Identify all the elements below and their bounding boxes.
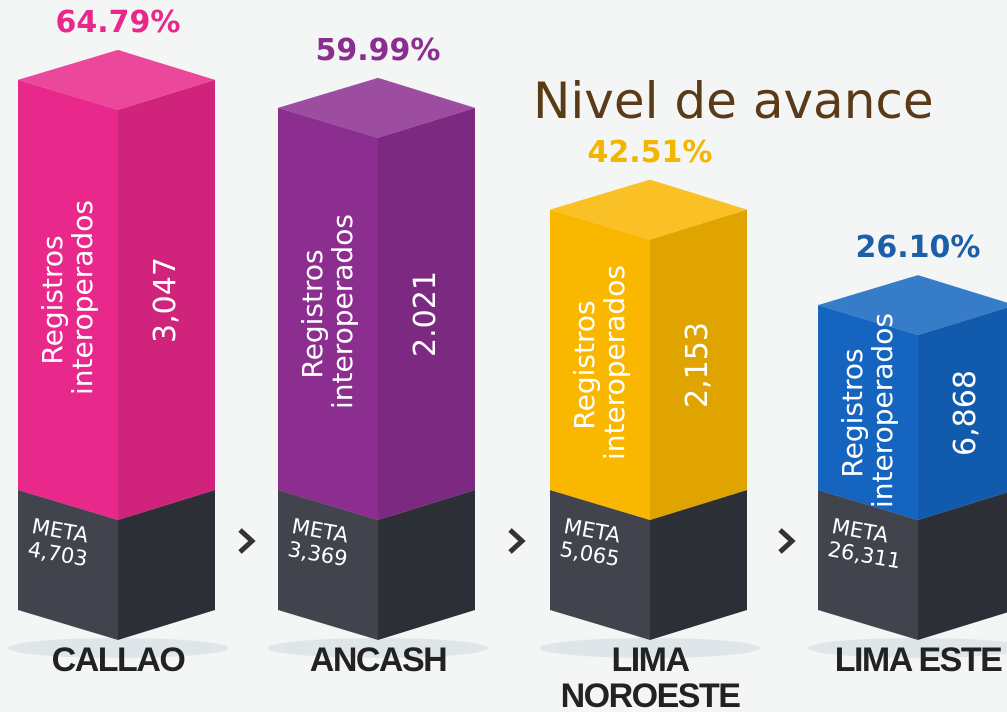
bar-top-light bbox=[818, 275, 1007, 336]
base-right bbox=[650, 490, 747, 640]
bar-top-light bbox=[278, 77, 475, 138]
series-label: Registros interoperados bbox=[568, 264, 631, 460]
value-label: 26.10% bbox=[855, 230, 981, 266]
bar-side bbox=[650, 209, 747, 520]
base-left bbox=[18, 490, 118, 640]
series-label: Registros interoperados bbox=[836, 312, 899, 508]
value-label: 42.51% bbox=[587, 134, 713, 170]
category-label: LIMA NOROESTE bbox=[560, 641, 741, 712]
arrow bbox=[508, 528, 526, 554]
bar-side bbox=[378, 107, 475, 520]
bar-top-light bbox=[550, 179, 747, 240]
arrow bbox=[238, 528, 256, 554]
chart-title: Nivel de avance bbox=[533, 72, 934, 130]
base-right bbox=[918, 492, 1007, 640]
value-label: 64.79% bbox=[55, 4, 181, 40]
category-label: LIMA ESTE bbox=[834, 641, 1003, 679]
shadow bbox=[268, 638, 488, 658]
bar bbox=[278, 107, 378, 520]
bar-top bbox=[818, 275, 1007, 336]
bar-top bbox=[550, 179, 747, 240]
registros-label: 3,047 bbox=[148, 257, 183, 343]
bar-side bbox=[118, 79, 215, 520]
bar bbox=[18, 79, 118, 520]
base-left bbox=[278, 490, 378, 640]
arrow bbox=[778, 528, 796, 554]
base-left bbox=[818, 490, 918, 640]
shadow bbox=[540, 638, 760, 658]
series-label: Registros interoperados bbox=[36, 200, 99, 395]
category-label: ANCASH bbox=[309, 641, 448, 679]
bar-top bbox=[278, 77, 475, 138]
registros-label: 2,153 bbox=[680, 321, 715, 408]
bar bbox=[550, 209, 650, 520]
bar-side bbox=[918, 307, 1007, 520]
base-left bbox=[550, 490, 650, 640]
shadow bbox=[808, 638, 1007, 658]
bar-top-light bbox=[18, 49, 215, 110]
registros-label: 2.021 bbox=[408, 270, 443, 357]
shadow bbox=[8, 638, 228, 658]
value-label: 59.99% bbox=[315, 32, 441, 68]
category-label: CALLAO bbox=[51, 641, 186, 679]
series-label: Registros interoperados bbox=[296, 214, 359, 409]
registros-label: 6,868 bbox=[948, 369, 983, 456]
base-right bbox=[378, 490, 475, 640]
bar-side-shade bbox=[918, 307, 1007, 520]
bar-side-shade bbox=[118, 79, 215, 520]
bar bbox=[818, 305, 918, 520]
bar-side-shade bbox=[650, 209, 747, 520]
bar-top bbox=[18, 49, 215, 110]
base-right bbox=[118, 490, 215, 640]
bar-side-shade bbox=[378, 107, 475, 520]
